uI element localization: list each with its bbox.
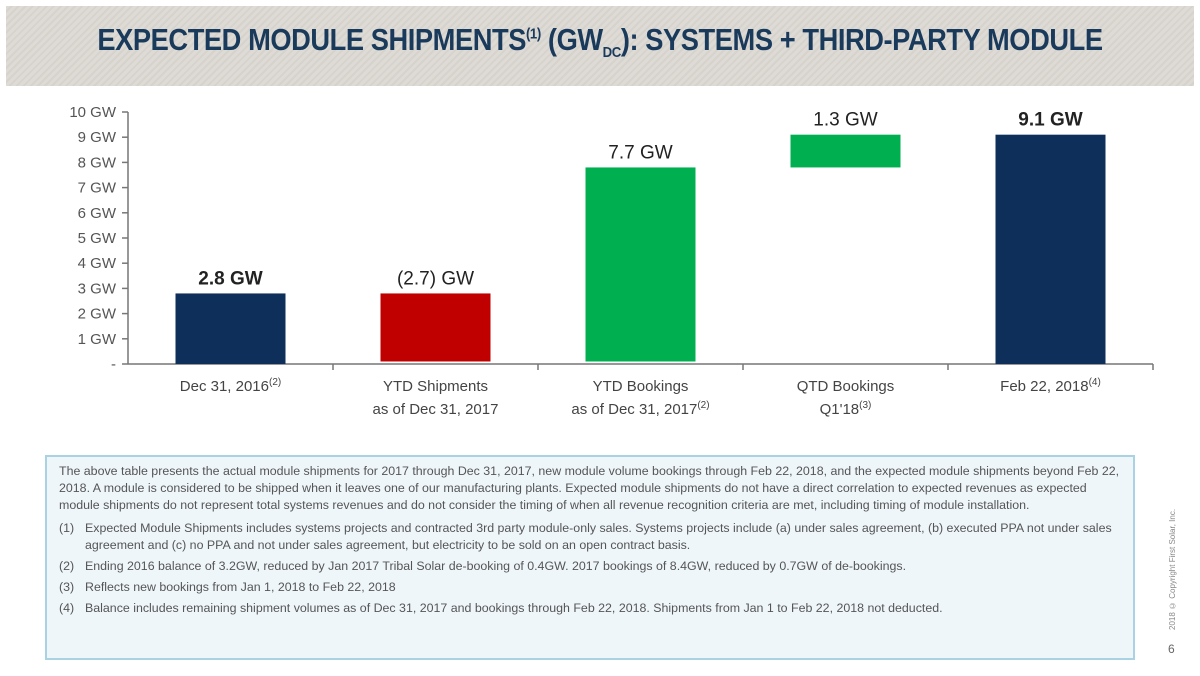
y-tick-label: 2 GW <box>78 306 117 323</box>
y-tick-label: 4 GW <box>78 255 117 272</box>
data-label: (2.7) GW <box>397 268 474 289</box>
data-label: 9.1 GW <box>1018 110 1082 131</box>
title-bar: EXPECTED MODULE SHIPMENTS(1) (GWDC): SYS… <box>6 6 1194 86</box>
bar <box>380 293 491 362</box>
x-category-label: as of Dec 31, 2017 <box>373 401 499 418</box>
x-category-label: Feb 22, 2018(4) <box>1000 377 1101 395</box>
page-number: 6 <box>1168 642 1175 656</box>
bar <box>585 167 696 362</box>
x-category-label: as of Dec 31, 2017(2) <box>571 400 709 418</box>
data-label: 1.3 GW <box>813 110 877 131</box>
copyright: 2018 © Copyright First Solar, Inc. <box>1168 508 1177 630</box>
y-tick-label: 9 GW <box>78 129 117 146</box>
page-title: EXPECTED MODULE SHIPMENTS(1) (GWDC): SYS… <box>97 22 1103 62</box>
data-label: 7.7 GW <box>608 142 672 163</box>
footnote: (4) Balance includes remaining shipment v… <box>59 601 943 615</box>
waterfall-chart: - 1 GW 2 GW 3 GW 4 GW 5 GW 6 GW 7 GW 8 GW 9 GW 10 … <box>69 104 1154 418</box>
notes-box: The above table presents the actual modu… <box>45 455 1135 660</box>
x-category-label: Dec 31, 2016(2) <box>180 377 281 395</box>
bar <box>995 134 1106 364</box>
bar <box>790 134 901 168</box>
y-tick-label: 8 GW <box>78 154 117 171</box>
y-tick-label: 1 GW <box>78 331 117 348</box>
x-category-label: Q1'18(3) <box>820 400 872 418</box>
x-category-label: YTD Shipments <box>383 378 488 395</box>
x-category-label: QTD Bookings <box>797 378 895 395</box>
footnote: (3) Reflects new bookings from Jan 1, 201… <box>59 580 396 594</box>
bar <box>175 293 286 364</box>
data-label: 2.8 GW <box>198 268 262 289</box>
x-category-label: YTD Bookings <box>593 378 689 395</box>
notes-intro: The above table presents the actual modu… <box>59 464 1120 512</box>
footnote: (2) Ending 2016 balance of 3.2GW, reduced… <box>59 559 907 573</box>
y-tick-label: 10 GW <box>69 104 117 121</box>
y-tick-label: 7 GW <box>78 180 117 197</box>
footnote: (1) Expected Module Shipments includes sy… <box>59 521 1112 552</box>
y-tick-label: - <box>111 356 116 373</box>
y-tick-label: 6 GW <box>78 205 117 222</box>
y-tick-label: 3 GW <box>78 280 117 297</box>
y-tick-label: 5 GW <box>78 230 117 247</box>
